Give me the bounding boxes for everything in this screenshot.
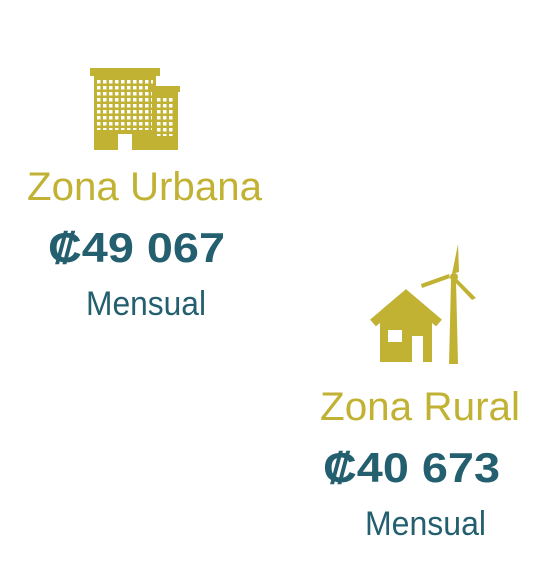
zone-label: Zona Urbana xyxy=(27,165,263,209)
zone-period: Mensual xyxy=(86,285,206,323)
house-windmill-icon xyxy=(370,244,476,364)
zone-amount: ₡49 067 xyxy=(48,224,225,271)
zone-amount: ₡40 673 xyxy=(323,444,500,491)
building-icon xyxy=(90,68,180,150)
zone-label: Zona Rural xyxy=(320,385,520,429)
zone-period: Mensual xyxy=(365,505,486,543)
